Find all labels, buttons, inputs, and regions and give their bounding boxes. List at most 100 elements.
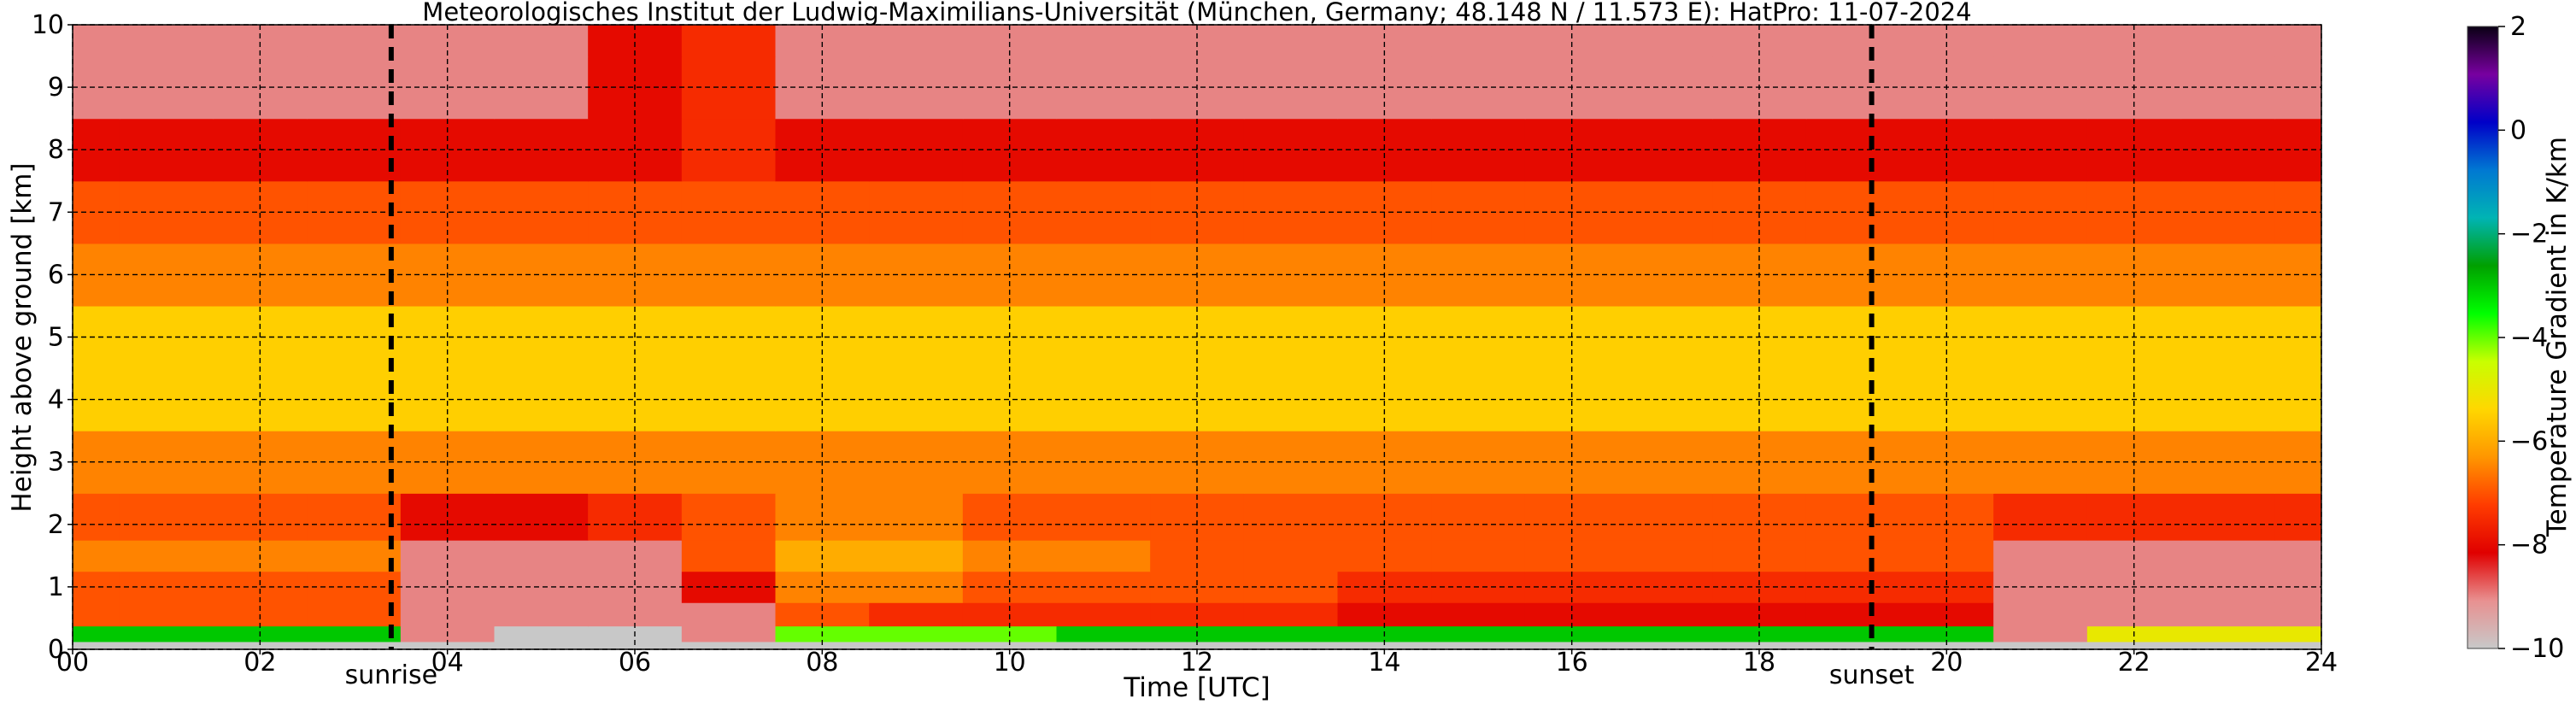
heatmap-cell bbox=[1524, 641, 1620, 649]
heatmap-cell bbox=[1431, 493, 1526, 541]
x-tick-label: 16 bbox=[1556, 648, 1588, 678]
heatmap-cell bbox=[1618, 602, 1713, 627]
grid bbox=[72, 24, 2322, 650]
heatmap-cell bbox=[1150, 641, 1245, 649]
heatmap-cell bbox=[307, 625, 402, 642]
heatmap-cell bbox=[681, 540, 777, 572]
heatmap-cell bbox=[307, 493, 402, 541]
sunset-label: sunset bbox=[1829, 660, 1915, 690]
colorbar-tick-label: 0 bbox=[2510, 115, 2526, 145]
heatmap-cell bbox=[1805, 540, 1901, 572]
sunrise-label: sunrise bbox=[345, 660, 437, 690]
colorbar-tick-label: −8 bbox=[2510, 531, 2548, 560]
heatmap-cell bbox=[1243, 493, 1339, 541]
heatmap-cell bbox=[2274, 25, 2321, 57]
y-tick-label: 4 bbox=[48, 385, 64, 415]
heatmap-cell bbox=[73, 641, 120, 649]
y-tick-label: 5 bbox=[48, 323, 64, 353]
heatmap-cell bbox=[494, 602, 589, 627]
heatmap-cell bbox=[1243, 625, 1339, 642]
heatmap-cell bbox=[681, 25, 777, 57]
heatmap-cell bbox=[1805, 493, 1901, 541]
heatmap-cell bbox=[73, 118, 120, 182]
heatmap-cell bbox=[1618, 625, 1713, 642]
x-tick-label: 02 bbox=[244, 648, 276, 678]
heatmap-cell bbox=[1712, 641, 1807, 649]
heatmap-cell bbox=[869, 625, 964, 642]
heatmap-cell bbox=[2180, 602, 2275, 627]
heatmap-cell bbox=[213, 641, 308, 649]
heatmap-cell bbox=[2180, 25, 2275, 57]
heatmap-cell bbox=[869, 25, 964, 57]
heatmap-cell bbox=[119, 625, 214, 642]
y-tick-label: 1 bbox=[48, 572, 64, 602]
y-tick-label: 6 bbox=[48, 260, 64, 290]
heatmap-cell bbox=[1431, 641, 1526, 649]
heatmap-cell bbox=[681, 243, 777, 307]
heatmap-cell bbox=[73, 493, 120, 541]
y-tick-label: 0 bbox=[48, 635, 64, 665]
heatmap-cell bbox=[681, 118, 777, 182]
heatmap-cell bbox=[2180, 540, 2275, 572]
heatmap-cell bbox=[681, 368, 777, 431]
heatmap-cell bbox=[1805, 625, 1901, 642]
heatmap-cell bbox=[1805, 602, 1901, 627]
heatmap-cell bbox=[1993, 493, 2088, 541]
heatmap-cell bbox=[307, 602, 402, 627]
heatmap-cell bbox=[1243, 641, 1339, 649]
heatmap-cell bbox=[2274, 641, 2321, 649]
heatmap-cell bbox=[73, 243, 120, 307]
heatmap-cell bbox=[2274, 540, 2321, 572]
heatmap-cell bbox=[73, 368, 120, 431]
heatmap-cell bbox=[1056, 641, 1151, 649]
heatmap-cell bbox=[681, 602, 777, 627]
heatmap-cell bbox=[681, 641, 777, 649]
vertical-markers: sunrise sunset bbox=[345, 25, 1915, 690]
y-tick-label: 8 bbox=[48, 135, 64, 165]
y-tick-label: 9 bbox=[48, 73, 64, 103]
heatmap-cell bbox=[869, 602, 964, 627]
heatmap-cell bbox=[1993, 602, 2088, 627]
y-axis-label: Height above ground [km] bbox=[7, 162, 38, 512]
heatmap-cell bbox=[2274, 602, 2321, 627]
heatmap-cell bbox=[73, 431, 120, 494]
heatmap-cell bbox=[2180, 641, 2275, 649]
x-tick-label: 20 bbox=[1930, 648, 1963, 678]
heatmap-cell bbox=[1243, 25, 1339, 57]
x-tick-label: 10 bbox=[994, 648, 1026, 678]
heatmap-cell bbox=[1805, 25, 1901, 57]
x-tick-label: 24 bbox=[2305, 648, 2338, 678]
x-ticks: 00 02 04 06 08 10 12 14 16 18 20 22 24 bbox=[56, 648, 2338, 678]
heatmap-cell bbox=[1056, 602, 1151, 627]
x-tick-label: 06 bbox=[619, 648, 651, 678]
heatmap-cell bbox=[494, 641, 589, 649]
colorbar-tick-label: −4 bbox=[2510, 323, 2548, 353]
heatmap-cell bbox=[1243, 540, 1339, 572]
heatmap-cell bbox=[1056, 493, 1151, 541]
x-tick-label: 14 bbox=[1368, 648, 1400, 678]
heatmap-cell bbox=[1618, 641, 1713, 649]
heatmap-cell bbox=[73, 180, 120, 244]
colorbar-ticks: 2 0 −2 −4 −6 −8 −10 bbox=[2498, 12, 2564, 664]
heatmap-cell bbox=[962, 641, 1058, 649]
colorbar-tick-label: −2 bbox=[2510, 220, 2548, 249]
heatmap-cell bbox=[307, 540, 402, 572]
y-tick-label: 10 bbox=[32, 10, 64, 40]
heatmap-cell bbox=[73, 305, 120, 369]
y-tick-label: 3 bbox=[48, 448, 64, 478]
heatmap-cell bbox=[119, 493, 214, 541]
heatmap-cell bbox=[400, 641, 496, 649]
y-tick-label: 2 bbox=[48, 510, 64, 540]
x-tick-label: 00 bbox=[56, 648, 89, 678]
heatmap-cell bbox=[1056, 540, 1151, 572]
heatmap-cell bbox=[119, 25, 214, 57]
heatmap-cell bbox=[869, 540, 964, 572]
heatmap-cell bbox=[1618, 540, 1713, 572]
heatmap-cell bbox=[1431, 540, 1526, 572]
heatmap-cell bbox=[119, 641, 214, 649]
heatmap-cell bbox=[494, 625, 589, 642]
x-axis-label: Time [UTC] bbox=[1123, 672, 1270, 703]
heatmap-cell bbox=[1056, 625, 1151, 642]
heatmap-cell bbox=[307, 641, 402, 649]
